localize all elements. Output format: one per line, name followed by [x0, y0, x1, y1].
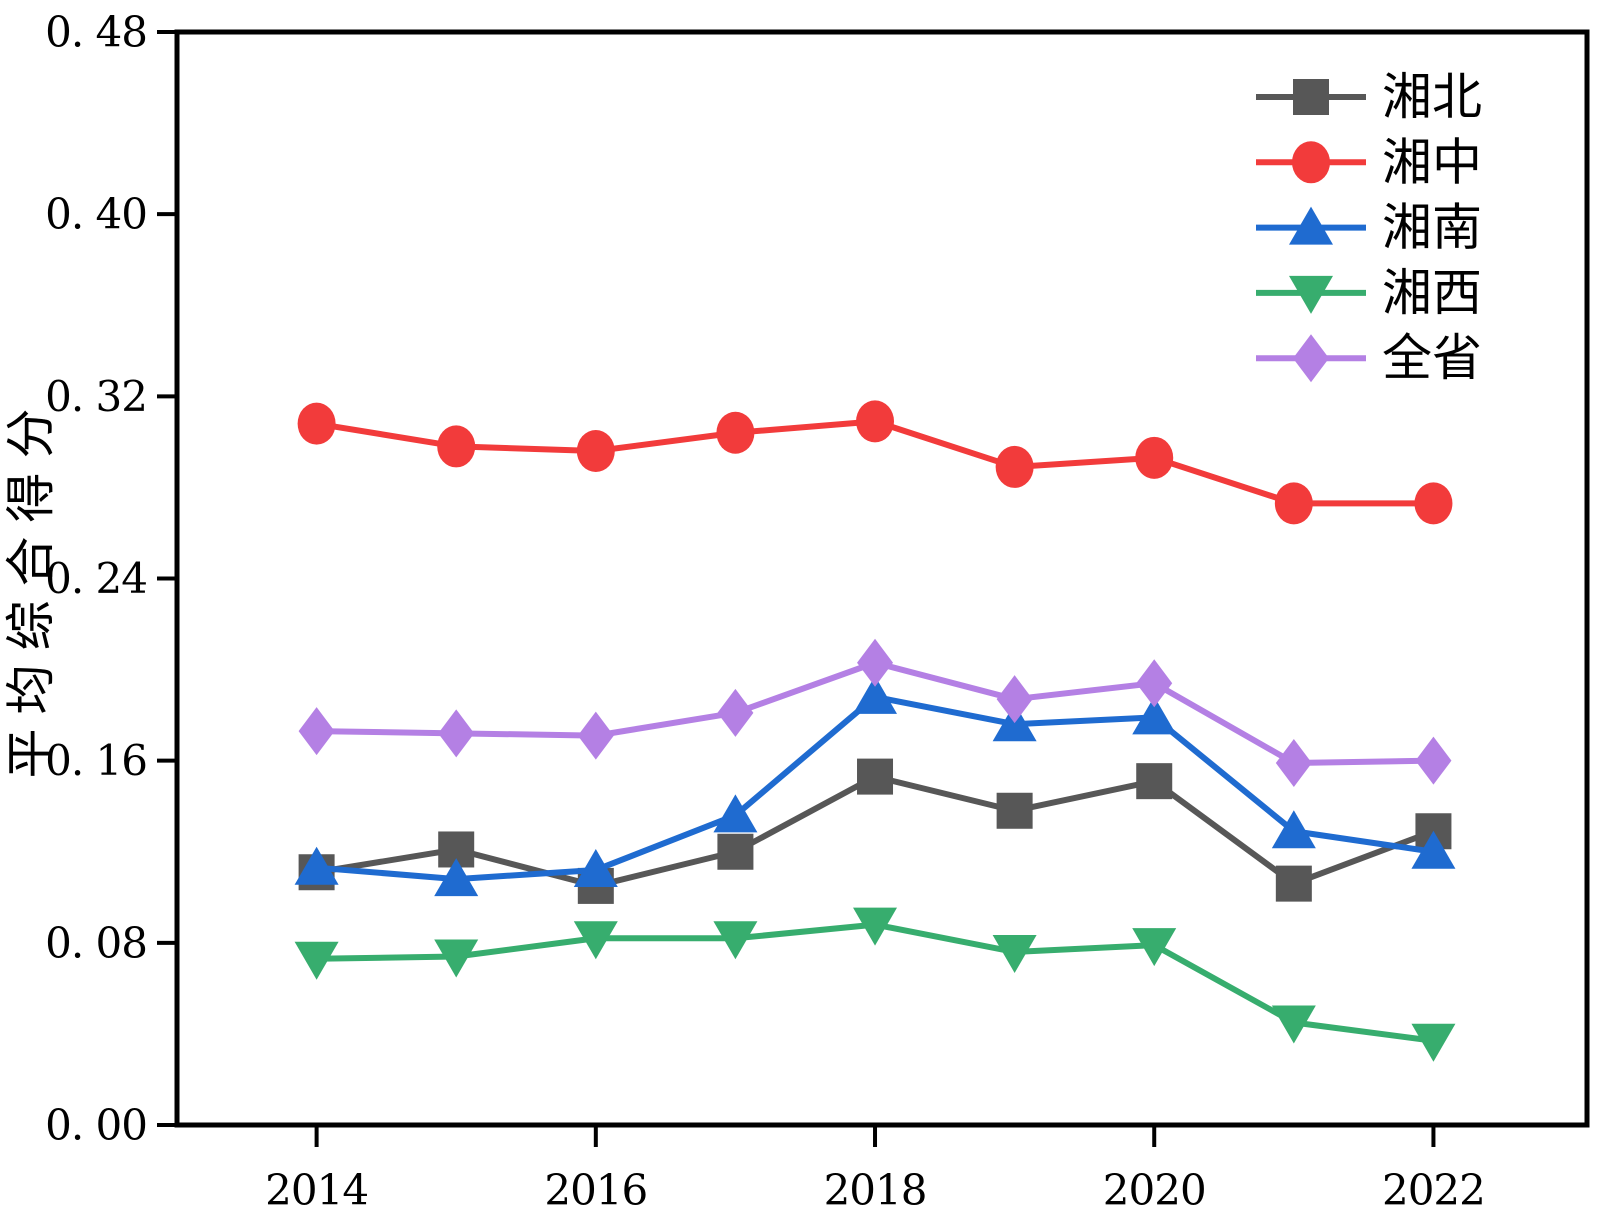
- x-tick-label: 2018: [824, 1166, 927, 1215]
- series-triangle-up: [294, 675, 1456, 897]
- data-point-marker: [1136, 659, 1173, 708]
- data-point-marker: [1135, 436, 1174, 479]
- data-point-marker: [713, 921, 758, 960]
- data-point-marker: [717, 833, 754, 870]
- series-triangle-down: [294, 907, 1456, 1062]
- data-point-marker: [1271, 1005, 1316, 1044]
- legend-label: 湘南: [1382, 199, 1482, 257]
- legend-marker-square: [1293, 79, 1329, 115]
- data-point-marker: [857, 638, 894, 687]
- data-point-marker: [1271, 810, 1316, 849]
- y-tick-label: 0. 24: [45, 554, 147, 603]
- data-point-marker: [857, 758, 894, 795]
- legend-marker-triangle-down: [1289, 275, 1333, 314]
- data-point-marker: [438, 709, 475, 758]
- data-point-marker: [1275, 738, 1312, 787]
- x-tick-label: 2020: [1103, 1166, 1206, 1215]
- data-point-marker: [995, 445, 1034, 488]
- legend-label: 湘北: [1382, 68, 1482, 126]
- y-tick-label: 0. 40: [45, 190, 147, 239]
- plot-border: [174, 29, 1590, 1128]
- legend-item: 湘西: [1256, 264, 1482, 322]
- data-point-marker: [1414, 482, 1453, 525]
- legend-label: 全省: [1382, 329, 1482, 387]
- data-point-marker: [437, 425, 476, 468]
- data-point-marker: [576, 429, 615, 472]
- data-point-marker: [1415, 736, 1452, 785]
- data-point-marker: [716, 411, 755, 454]
- data-point-marker: [992, 934, 1037, 973]
- data-point-marker: [1132, 696, 1177, 735]
- data-point-marker: [1411, 830, 1456, 869]
- legend-item: 湘南: [1256, 199, 1482, 257]
- data-point-marker: [434, 939, 479, 978]
- x-tick-label: 2016: [544, 1166, 647, 1215]
- data-point-marker: [573, 921, 618, 960]
- data-point-marker: [298, 707, 335, 756]
- x-tick-label: 2014: [265, 1166, 368, 1215]
- y-tick-label: 0. 00: [45, 1101, 147, 1150]
- data-point-marker: [717, 688, 754, 737]
- data-point-marker: [1411, 1023, 1456, 1062]
- data-point-marker: [434, 858, 479, 897]
- legend-marker-diamond: [1293, 334, 1329, 383]
- legend-label: 湘西: [1382, 264, 1482, 322]
- data-point-marker: [996, 675, 1033, 724]
- x-tick-label: 2022: [1382, 1166, 1485, 1215]
- legend-marker-circle: [1292, 141, 1330, 184]
- legend-marker-triangle-up: [1289, 206, 1333, 245]
- data-point-marker: [294, 846, 339, 885]
- data-point-marker: [713, 794, 758, 833]
- y-tick-label: 0. 16: [45, 736, 147, 785]
- series-diamond: [298, 638, 1452, 787]
- data-point-marker: [297, 402, 336, 445]
- data-point-marker: [1132, 928, 1177, 967]
- y-tick-label: 0. 08: [45, 918, 147, 967]
- data-point-marker: [294, 941, 339, 980]
- legend-item: 湘北: [1256, 68, 1482, 126]
- data-point-marker: [856, 400, 895, 443]
- legend-item: 湘中: [1256, 133, 1482, 191]
- data-point-marker: [853, 907, 898, 946]
- data-point-marker: [1136, 763, 1173, 800]
- y-axis-title: 平均综合得分: [2, 395, 60, 779]
- data-point-marker: [853, 675, 898, 714]
- series-circle: [297, 400, 1453, 525]
- y-tick-label: 0. 48: [45, 8, 147, 57]
- data-point-marker: [573, 848, 618, 887]
- legend-item: 全省: [1256, 329, 1482, 387]
- data-point-marker: [577, 711, 614, 760]
- data-point-marker: [996, 792, 1033, 829]
- y-tick-label: 0. 32: [45, 372, 147, 421]
- legend-label: 湘中: [1382, 133, 1482, 191]
- data-point-marker: [1274, 482, 1313, 525]
- data-point-marker: [1275, 865, 1312, 902]
